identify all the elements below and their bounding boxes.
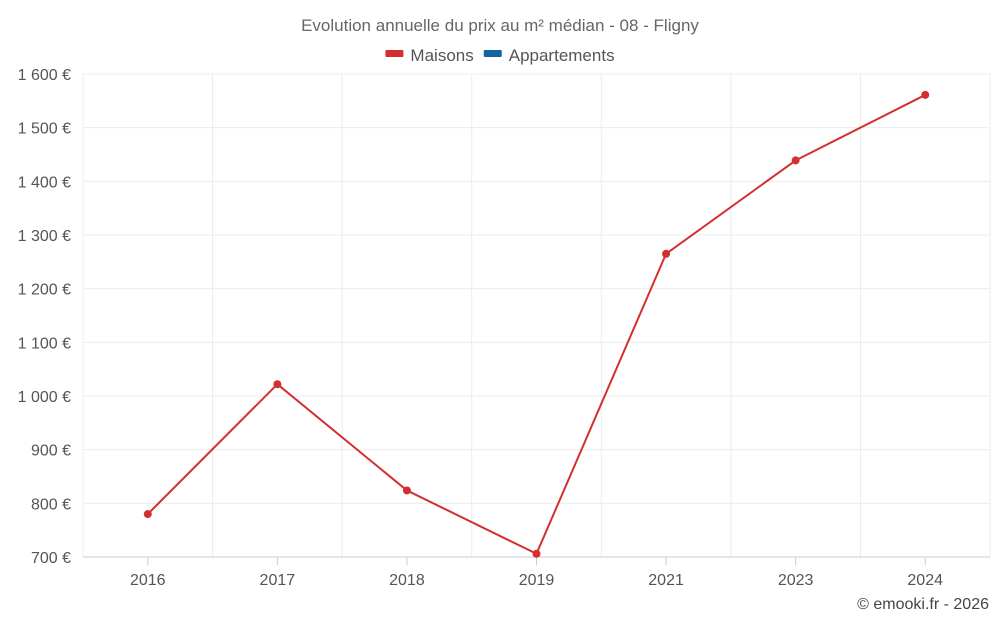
series-layer (143, 90, 930, 558)
data-point[interactable] (273, 380, 282, 389)
series-line-maisons (147, 94, 926, 555)
data-point[interactable] (402, 486, 411, 495)
x-tick-label: 2019 (519, 572, 555, 589)
y-tick-label: 1 600 € (18, 67, 71, 84)
legend-label: Maisons (410, 46, 473, 65)
y-tick-label: 1 300 € (18, 228, 71, 245)
x-tick-label: 2018 (389, 572, 425, 589)
data-point[interactable] (791, 156, 800, 165)
y-tick-label: 1 400 € (18, 174, 71, 191)
x-tick-label: 2016 (130, 572, 166, 589)
x-tick-label: 2024 (907, 572, 943, 589)
legend-swatch (483, 50, 502, 57)
legend-label: Appartements (509, 46, 615, 65)
legend-swatch (385, 50, 404, 57)
grid (82, 73, 991, 557)
legend-item-maisons[interactable]: Maisons (385, 46, 474, 65)
x-tick-label: 2021 (648, 572, 684, 589)
y-tick-label: 800 € (31, 496, 71, 513)
x-tick-label: 2017 (260, 572, 296, 589)
credit-text: © emooki.fr - 2026 (857, 596, 989, 613)
chart-title: Evolution annuelle du prix au m² médian … (301, 16, 699, 35)
data-point[interactable] (921, 90, 930, 99)
y-tick-label: 1 100 € (18, 335, 71, 352)
axes: 700 € 800 € 900 € 1 000 € 1 100 € 1 200 € 1 30… (18, 67, 990, 589)
y-tick-label: 900 € (31, 443, 71, 460)
legend-item-appartements[interactable]: Appartements (483, 46, 615, 65)
y-tick-label: 1 000 € (18, 389, 71, 406)
data-point[interactable] (532, 549, 541, 558)
data-point[interactable] (143, 510, 152, 519)
data-point[interactable] (662, 249, 671, 258)
x-tick-label: 2023 (778, 572, 814, 589)
legend: Maisons Appartements (385, 46, 615, 65)
y-tick-label: 700 € (31, 550, 71, 567)
y-tick-label: 1 200 € (18, 282, 71, 299)
y-tick-label: 1 500 € (18, 121, 71, 138)
